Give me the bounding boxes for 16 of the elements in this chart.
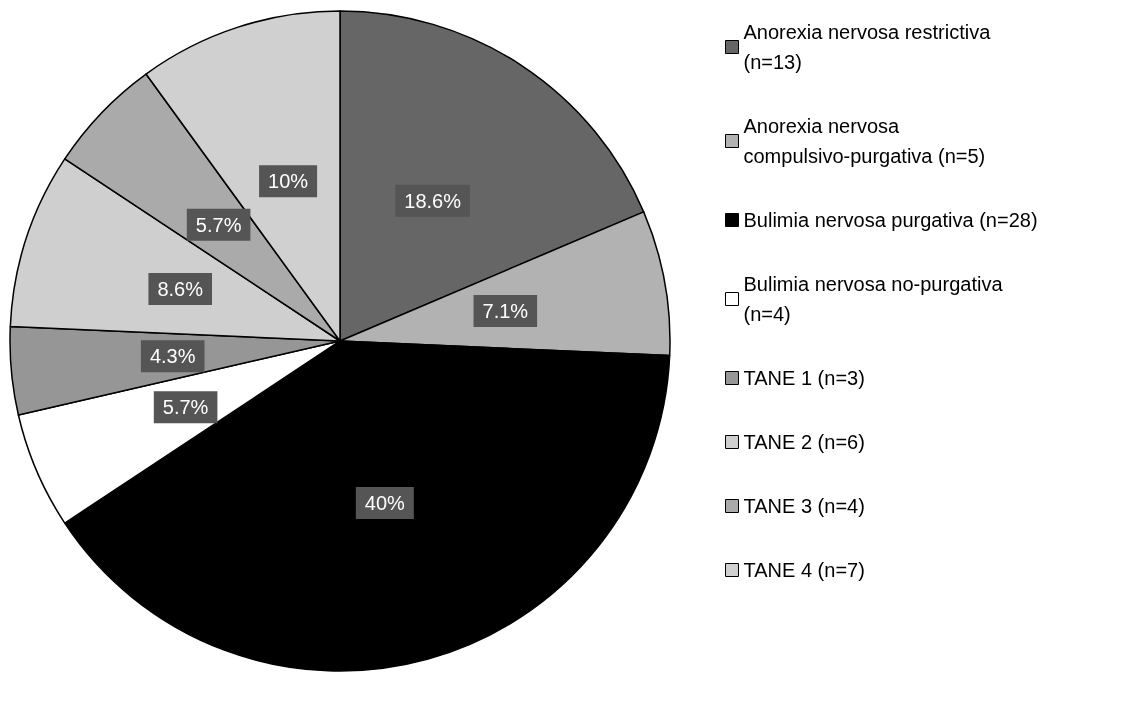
data-label: 5.7% — [195, 213, 242, 236]
data-label: 40% — [364, 491, 406, 514]
data-label: 7.1% — [482, 300, 529, 323]
legend-label: TANE 4 (n=7) — [743, 559, 865, 581]
legend-label: TANE 3 (n=4) — [743, 495, 865, 517]
data-label: 5.7% — [162, 396, 209, 419]
legend-label: Bulimia nervosa no-purgativa (n=4) — [743, 273, 1009, 325]
legend-label: Anorexia nervosa compulsivo-purgativa (n=5) — [743, 115, 986, 167]
legend-label: TANE 2 (n=6) — [743, 431, 865, 453]
data-label: 4.3% — [149, 345, 196, 368]
data-label: 18.6% — [404, 189, 462, 212]
legend-label: Bulimia nervosa purgativa (n=28) — [743, 209, 1038, 231]
legend-label: TANE 1 (n=3) — [743, 367, 865, 389]
data-label: 10% — [268, 170, 309, 193]
data-label: 8.6% — [157, 278, 204, 301]
legend-label: Anorexia nervosa restrictiva (n=13) — [743, 21, 996, 73]
